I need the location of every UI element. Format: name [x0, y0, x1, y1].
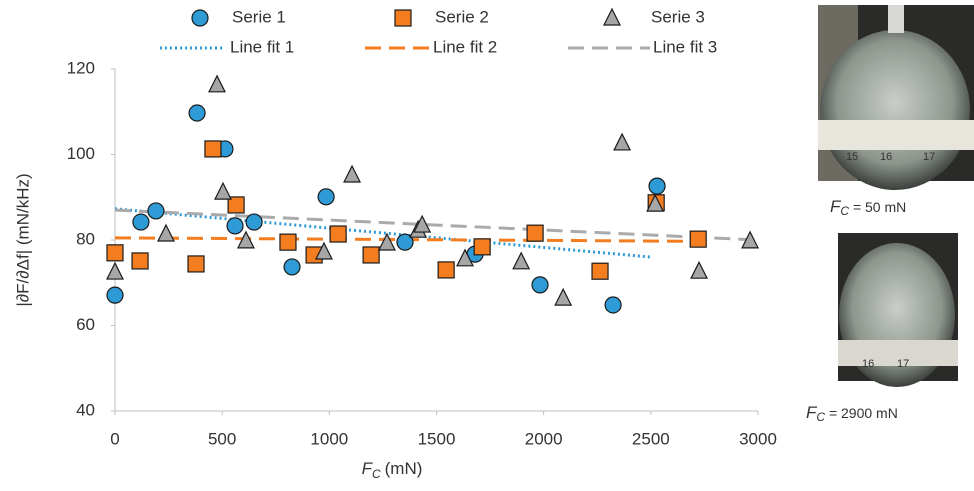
data-point	[741, 230, 760, 249]
legend-marker	[394, 9, 412, 27]
photo-2: 16 17	[838, 233, 958, 387]
data-point	[227, 196, 245, 214]
y-tick-label: 40	[76, 400, 95, 419]
data-point	[456, 248, 474, 267]
data-point	[214, 181, 232, 200]
x-tick-label: 1500	[418, 429, 456, 448]
x-tick-label: 0	[110, 429, 119, 448]
data-point	[188, 104, 206, 122]
svg-text:16: 16	[880, 151, 892, 163]
data-point	[106, 261, 124, 280]
data-point	[204, 140, 222, 158]
data-point	[279, 233, 297, 251]
y-tick-label: 80	[76, 229, 95, 248]
data-point	[106, 286, 124, 304]
legend-label: Line fit 2	[433, 37, 497, 56]
data-point	[329, 225, 347, 243]
y-axis-title: |∂F/∂Δf| (mN/kHz)	[13, 173, 32, 306]
data-point	[512, 251, 531, 270]
data-point	[591, 262, 609, 280]
photo-caption: FC = 2900 mN	[806, 403, 898, 424]
data-point	[604, 296, 622, 314]
legend-label: Serie 1	[232, 7, 286, 26]
data-point	[646, 193, 665, 212]
legend-label: Serie 3	[651, 7, 705, 26]
data-point	[236, 230, 255, 249]
legend-marker	[603, 7, 621, 26]
data-point	[187, 255, 205, 273]
legend-marker	[191, 9, 209, 27]
x-tick-label: 3000	[739, 429, 777, 448]
x-axis-title: FC (mN)	[362, 459, 423, 481]
data-point	[689, 230, 707, 248]
data-point	[690, 260, 709, 279]
data-point	[132, 213, 150, 231]
data-point	[396, 233, 414, 251]
photo-caption: FC = 50 mN	[830, 197, 906, 218]
data-point	[106, 244, 124, 262]
data-point	[362, 246, 380, 264]
data-point	[226, 217, 244, 235]
data-point	[437, 261, 455, 279]
x-tick-label: 2000	[525, 429, 563, 448]
data-point	[245, 213, 263, 231]
legend-label: Line fit 1	[230, 37, 294, 56]
y-tick-label: 100	[67, 144, 95, 163]
data-point	[378, 232, 396, 251]
svg-text:17: 17	[897, 358, 909, 370]
x-tick-label: 500	[208, 429, 236, 448]
data-point	[648, 177, 666, 195]
photo-1: 15 16 17	[818, 5, 974, 190]
x-tick-label: 2500	[632, 429, 670, 448]
data-point	[131, 252, 149, 270]
data-point	[315, 241, 333, 260]
data-point	[554, 287, 573, 306]
data-point	[613, 132, 632, 151]
data-point	[343, 164, 362, 183]
data-point	[317, 188, 335, 206]
data-point	[208, 74, 226, 93]
y-tick-label: 120	[67, 58, 95, 77]
fit-line	[114, 208, 759, 242]
svg-text:15: 15	[846, 151, 858, 163]
svg-text:17: 17	[923, 151, 935, 163]
data-point	[157, 223, 175, 242]
svg-text:16: 16	[862, 358, 874, 370]
data-point	[147, 202, 165, 220]
x-tick-label: 1000	[310, 429, 348, 448]
data-point	[526, 224, 544, 242]
data-point	[531, 276, 549, 294]
legend-label: Line fit 3	[653, 37, 717, 56]
data-point	[473, 238, 491, 256]
y-tick-label: 60	[76, 315, 95, 334]
data-point	[413, 214, 432, 233]
legend-label: Serie 2	[435, 7, 489, 26]
data-point	[283, 258, 301, 276]
